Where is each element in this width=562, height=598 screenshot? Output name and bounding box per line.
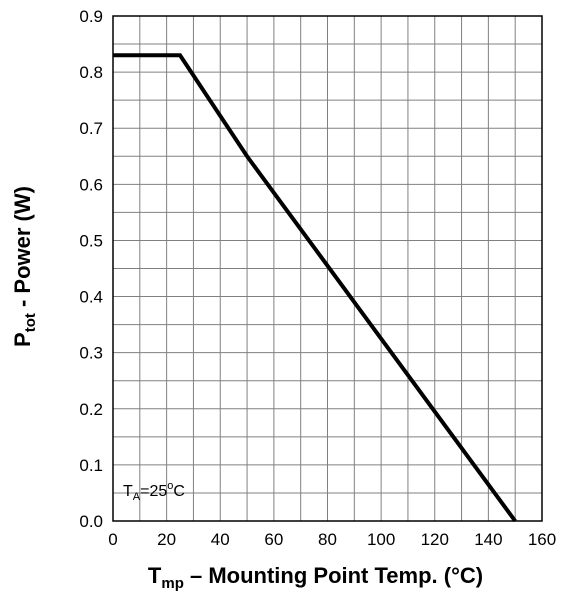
y-tick-label: 0.6 [79, 175, 103, 194]
y-tick-label: 0.3 [79, 344, 103, 363]
y-tick-label: 0.9 [79, 7, 103, 26]
x-tick-label: 40 [211, 530, 230, 549]
grid-layer [113, 16, 542, 521]
x-tick-label: 160 [528, 530, 556, 549]
y-tick-label: 0.0 [79, 512, 103, 531]
x-tick-label: 100 [367, 530, 395, 549]
y-tick-label: 0.8 [79, 63, 103, 82]
y-tick-labels: 0.0 0.1 0.2 0.3 0.4 0.5 0.6 0.7 0.8 0.9 [79, 7, 103, 531]
x-tick-label: 80 [318, 530, 337, 549]
plot-frame [112, 15, 543, 522]
power-derating-line [113, 53, 517, 523]
x-tick-label: 140 [474, 530, 502, 549]
y-tick-label: 0.4 [79, 288, 103, 307]
temperature-annotation: TA=25oC [123, 480, 185, 503]
x-axis-title: Tmp – Mounting Point Temp. (°C) [148, 563, 483, 592]
y-tick-label: 0.5 [79, 231, 103, 250]
x-tick-labels: 0 20 40 60 80 100 120 140 160 [108, 530, 556, 549]
x-tick-label: 120 [421, 530, 449, 549]
y-tick-label: 0.2 [79, 400, 103, 419]
x-tick-label: 20 [157, 530, 176, 549]
y-tick-label: 0.7 [79, 119, 103, 138]
x-tick-label: 60 [264, 530, 283, 549]
x-tick-label: 0 [108, 530, 117, 549]
y-tick-label: 0.1 [79, 456, 103, 475]
series-layer [113, 53, 517, 523]
y-axis-title: Ptot - Power (W) [10, 186, 39, 347]
